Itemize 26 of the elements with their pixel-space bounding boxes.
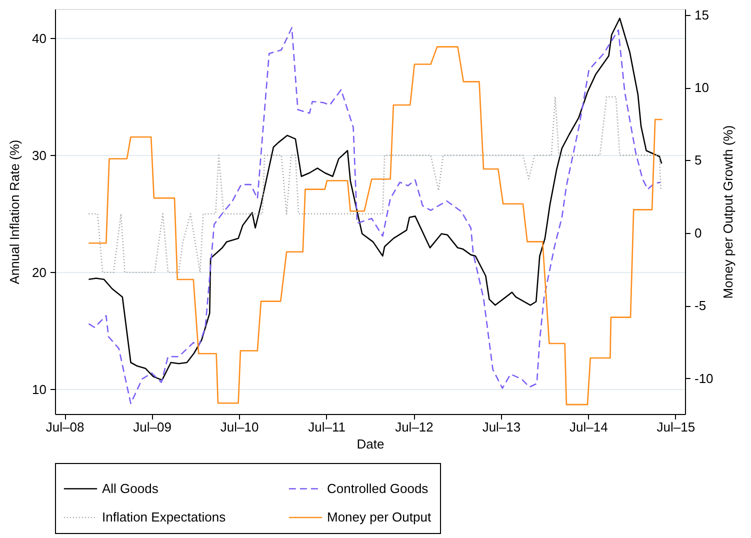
y2-axis-title: Money per Output Growth (%) [720,125,736,299]
y2-tick-label: 0 [694,225,702,240]
legend-label: Money per Output [327,510,432,524]
x-tick-label: Jul–12 [395,420,434,434]
legend-label: Inflation Expectations [102,510,226,524]
y2-tick-label: -10 [694,370,714,386]
x-tick-label: Jul–13 [482,420,521,434]
line-series [88,96,662,274]
y-tick-label: 40 [32,30,46,46]
x-tick-label: Jul–15 [656,420,696,434]
y-tick-label: 30 [32,148,46,163]
x-axis-title: Date [356,436,384,452]
y-axis-title: Annual Inflation Rate (%) [7,140,22,284]
y-tick-label: 20 [32,264,46,280]
x-tick-label: Jul–10 [220,420,259,434]
y-tick-label: 10 [32,382,46,397]
y2-tick-label: -5 [694,298,706,314]
x-tick-label: Jul–08 [46,420,84,434]
y2-tick-label: 15 [694,7,709,22]
y2-tick-label: 5 [694,152,702,168]
y2-tick-label: 10 [694,80,709,96]
x-tick-label: Jul–09 [133,420,172,434]
legend-label: All Goods [102,480,159,496]
x-tick-label: Jul–11 [308,420,346,434]
x-tick-label: Jul–14 [570,420,608,434]
legend-label: Controlled Goods [327,480,429,496]
